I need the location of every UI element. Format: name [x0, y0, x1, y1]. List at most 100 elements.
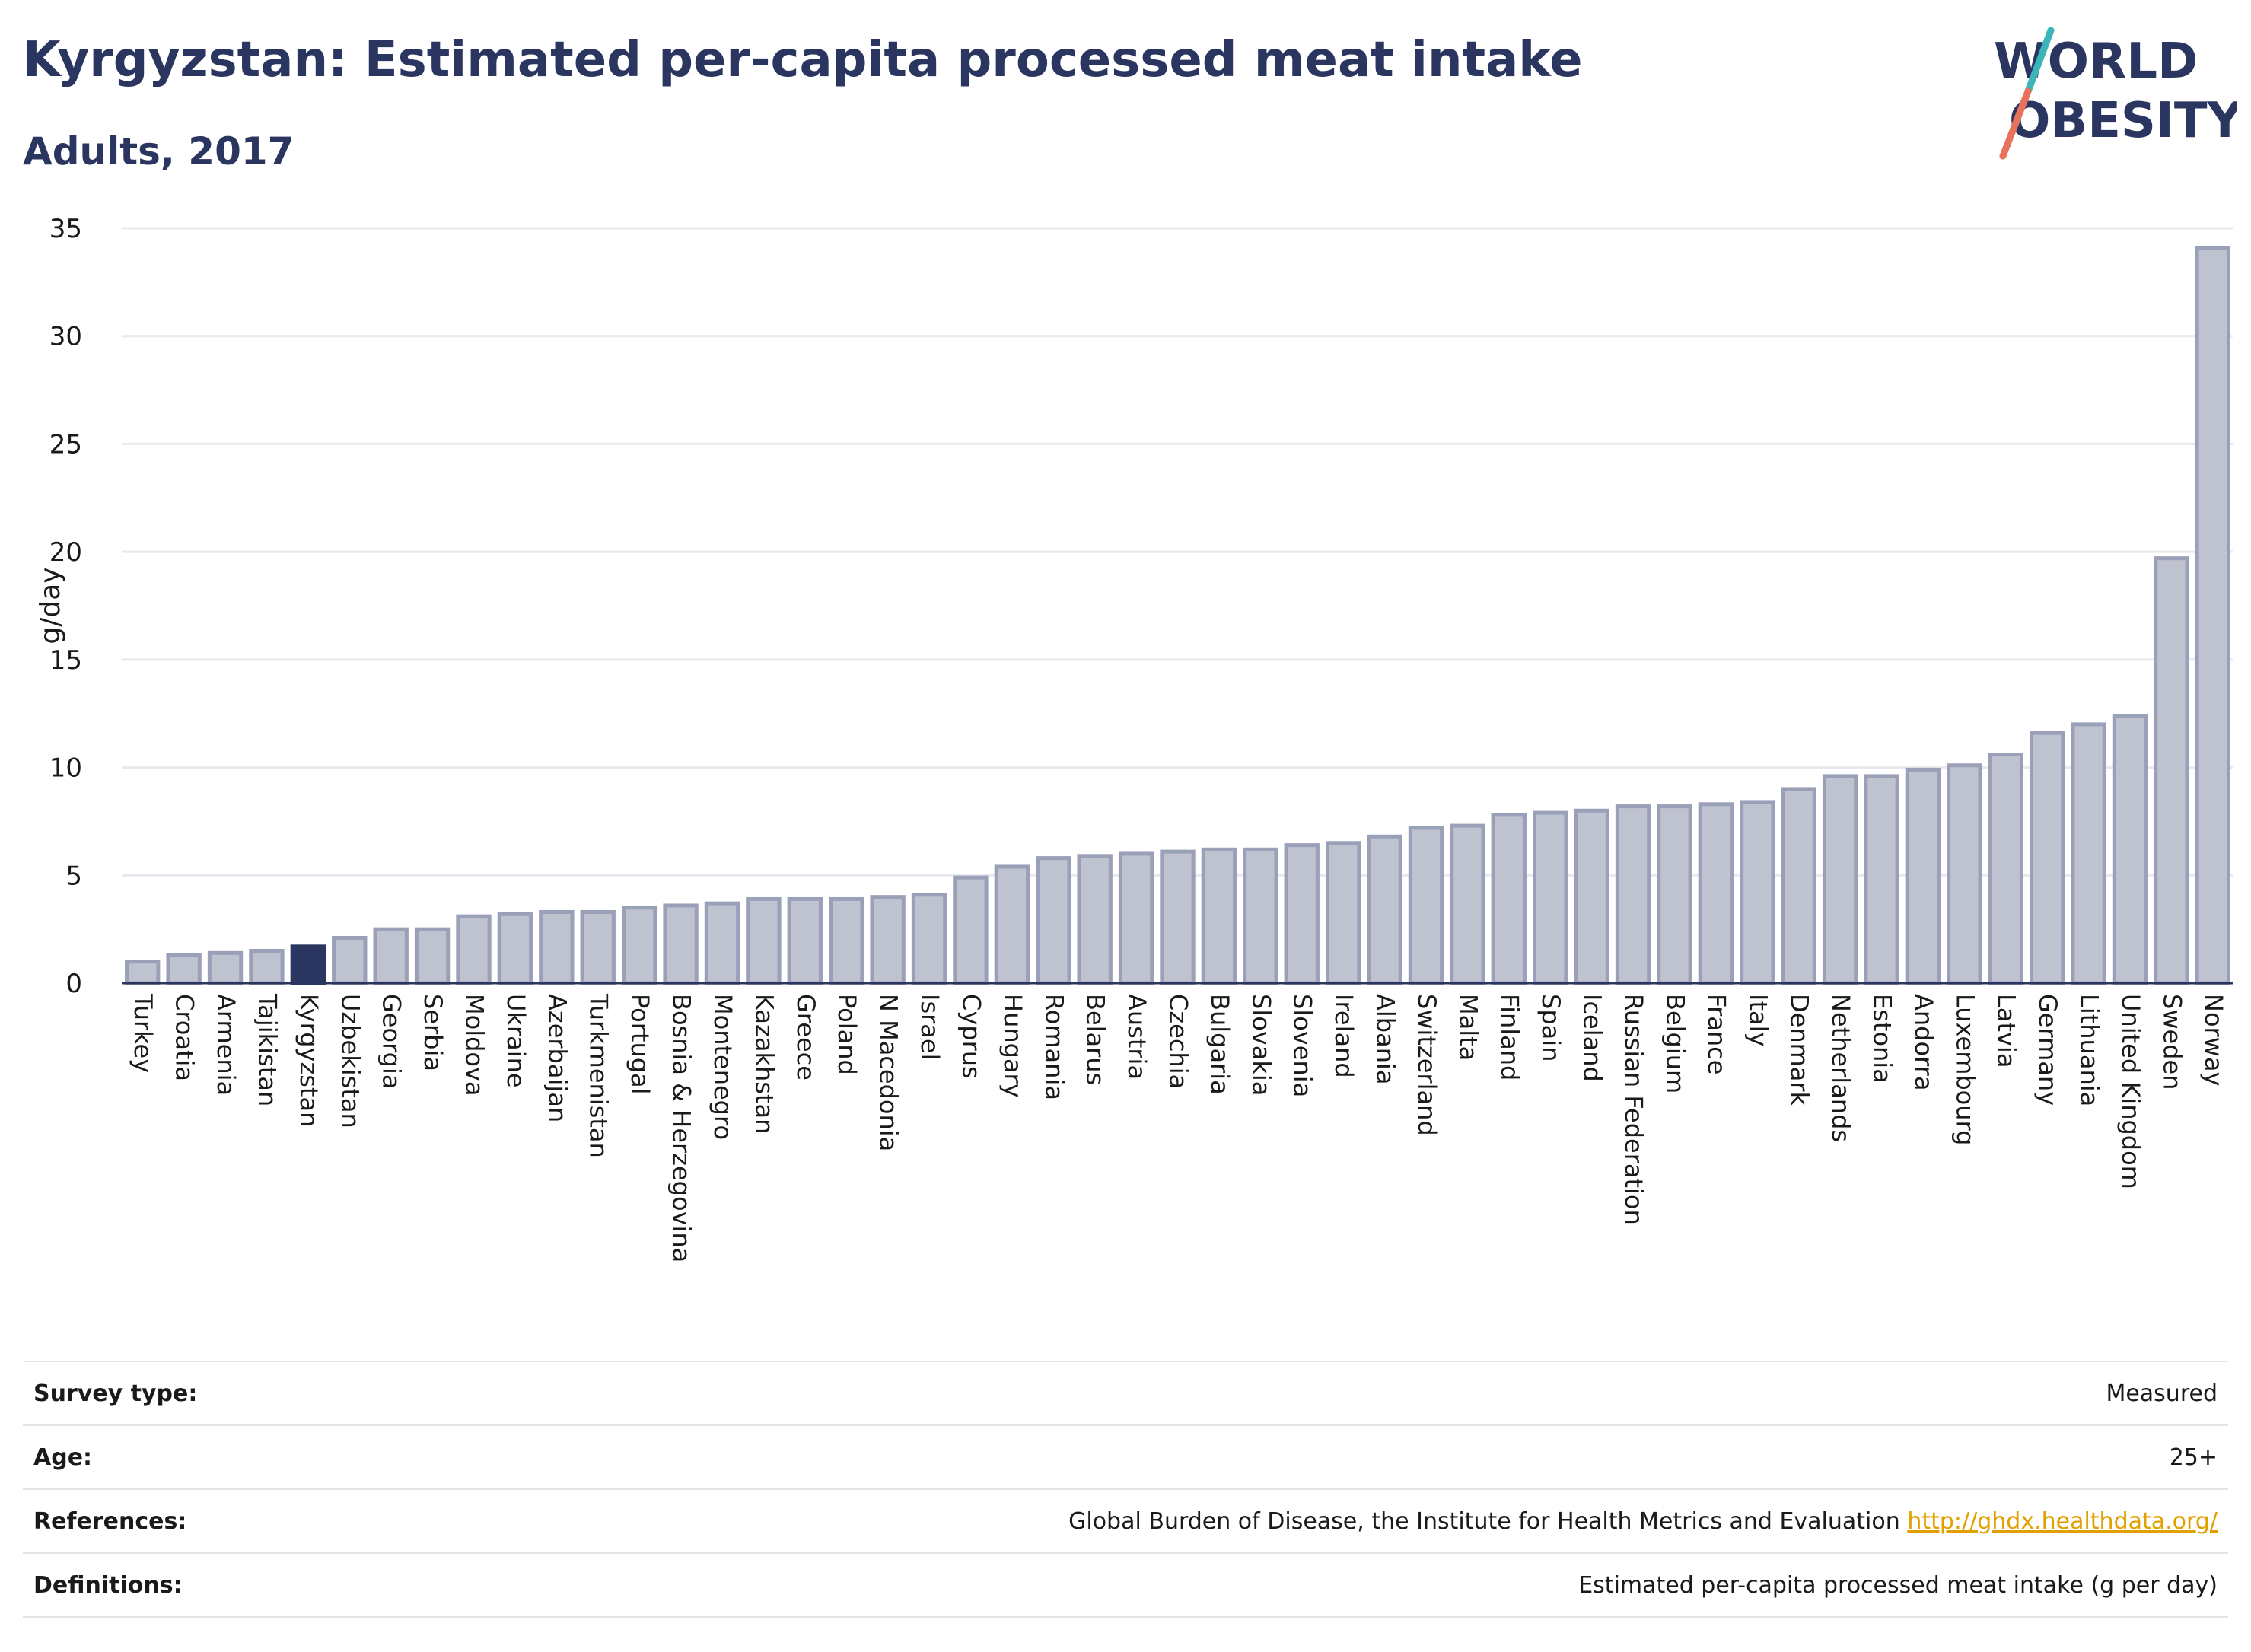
bar: [953, 875, 989, 985]
x-tick-label: Sweden: [2157, 994, 2186, 1090]
bar: [1574, 808, 1609, 985]
bar: [2071, 722, 2106, 985]
bar: [621, 906, 657, 985]
bar: [2154, 556, 2189, 985]
x-tick-label: Montenegro: [708, 994, 737, 1140]
x-tick-label: Moldova: [460, 994, 489, 1097]
references-link[interactable]: http://ghdx.healthdata.org/: [1907, 1507, 2218, 1535]
bar: [1160, 849, 1196, 985]
x-tick-label: Croatia: [170, 994, 199, 1081]
bar: [1533, 810, 1568, 985]
y-axis-label: g/day: [35, 567, 66, 644]
bar: [414, 927, 451, 985]
bar: [1450, 823, 1485, 985]
x-tick-label: Slovakia: [1246, 994, 1275, 1096]
x-tick-label: Ukraine: [501, 994, 530, 1088]
x-tick-label: Germany: [2033, 994, 2062, 1106]
info-value: Estimated per-capita processed meat inta…: [1578, 1571, 2218, 1599]
y-tick-label: 25: [49, 429, 82, 460]
bar: [332, 935, 368, 985]
bar: [1325, 841, 1361, 985]
x-tick-label: Serbia: [419, 994, 447, 1071]
bar: [787, 896, 823, 985]
x-tick-label: Uzbekistan: [336, 994, 365, 1128]
info-value: Measured: [2106, 1380, 2218, 1407]
x-tick-label: Turkmenistan: [584, 993, 613, 1158]
bar: [373, 927, 409, 985]
x-tick-label: Norway: [2199, 994, 2228, 1086]
x-tick-label: Czechia: [1164, 994, 1193, 1089]
bar: [1491, 813, 1527, 985]
y-tick-label: 35: [49, 214, 82, 244]
info-key: Definitions:: [33, 1571, 183, 1599]
x-tick-label: Romania: [1040, 994, 1068, 1100]
logo-slash-teal: [2024, 27, 2055, 95]
x-tick-label: Spain: [1536, 994, 1565, 1062]
page-subtitle: Adults, 2017: [23, 129, 295, 173]
x-tick-label: Finland: [1495, 994, 1524, 1081]
page-title: Kyrgyzstan: Estimated per-capita process…: [23, 32, 1583, 88]
bar: [1615, 804, 1651, 985]
bar: [2112, 714, 2148, 985]
bar: [1698, 802, 1734, 985]
x-tick-label: Switzerland: [1412, 994, 1441, 1136]
info-key: Age:: [33, 1444, 93, 1471]
bar: [1657, 804, 1692, 985]
bar: [911, 893, 947, 985]
x-tick-label: Austria: [1122, 994, 1151, 1080]
bar: [870, 895, 906, 985]
y-tick-label: 10: [49, 753, 82, 784]
bar: [166, 953, 202, 985]
bar: [1036, 856, 1071, 985]
bar-highlight: [290, 944, 326, 985]
x-tick-label: Turkey: [129, 993, 158, 1073]
x-tick-label: Kazakhstan: [750, 994, 778, 1134]
x-tick-label: Israel: [915, 994, 944, 1060]
bar: [2029, 731, 2065, 985]
bar: [125, 960, 161, 985]
world-obesity-logo: WORLD OBESITY: [1994, 27, 2237, 160]
bar: [1822, 774, 1858, 985]
info-row-references: References: Global Burden of Disease, th…: [23, 1488, 2228, 1552]
x-tick-label: Netherlands: [1826, 994, 1855, 1142]
x-tick-label: Hungary: [998, 994, 1027, 1098]
x-tick-label: Azerbaijan: [543, 994, 572, 1122]
bar: [1947, 763, 1982, 985]
bar: [1408, 826, 1444, 985]
bar: [456, 914, 492, 985]
y-tick-label: 5: [65, 861, 82, 891]
info-row-age: Age: 25+: [23, 1424, 2228, 1488]
x-tick-label: Ireland: [1329, 994, 1358, 1078]
bar: [1243, 847, 1278, 985]
bar: [1781, 787, 1816, 985]
x-tick-label: Belarus: [1081, 994, 1110, 1085]
bar: [994, 864, 1030, 985]
x-tick-label: Poland: [833, 994, 861, 1075]
x-tick-label: Denmark: [1785, 994, 1814, 1106]
x-tick-label: Belgium: [1660, 994, 1689, 1093]
x-tick-label: Tajikistan: [253, 993, 282, 1106]
x-tick-label: Iceland: [1578, 994, 1607, 1082]
references-text: Global Burden of Disease, the Institute …: [1068, 1507, 1900, 1535]
y-tick-label: 15: [49, 645, 82, 676]
x-tick-label: Slovenia: [1288, 994, 1317, 1097]
x-tick-label: Greece: [791, 994, 820, 1081]
bar: [207, 950, 244, 985]
bar: [1905, 767, 1941, 985]
info-key: Survey type:: [33, 1380, 198, 1407]
x-tick-label: Portugal: [626, 994, 654, 1095]
bar: [580, 909, 616, 985]
x-tick-label: Georgia: [377, 994, 406, 1089]
logo-line1: WORLD: [1994, 33, 2198, 90]
x-tick-label: Luxembourg: [1950, 994, 1979, 1145]
bar: [539, 909, 575, 985]
bar: [1367, 834, 1402, 985]
bar: [1201, 847, 1237, 985]
info-value-references: Global Burden of Disease, the Institute …: [1068, 1508, 2218, 1535]
x-tick-label: Estonia: [1868, 994, 1897, 1084]
x-tick-label: N Macedonia: [874, 994, 903, 1151]
y-tick-label: 30: [49, 322, 82, 352]
y-tick-label: 0: [65, 969, 82, 999]
x-tick-label: Andorra: [1909, 994, 1938, 1090]
x-tick-label: Cyprus: [957, 994, 985, 1079]
